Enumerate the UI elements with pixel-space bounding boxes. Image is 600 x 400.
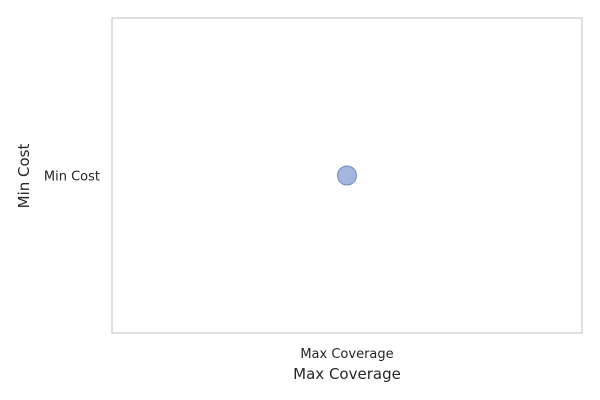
y-axis-label: Min Cost	[15, 144, 33, 209]
x-tick-labels: Max Coverage	[300, 347, 393, 362]
points-layer	[337, 165, 357, 186]
y-tick-label: Min Cost	[44, 170, 100, 185]
x-axis-label: Max Coverage	[293, 365, 401, 383]
x-tick-label: Max Coverage	[300, 347, 393, 362]
y-tick-labels: Min Cost	[44, 170, 100, 185]
data-point	[337, 165, 357, 186]
